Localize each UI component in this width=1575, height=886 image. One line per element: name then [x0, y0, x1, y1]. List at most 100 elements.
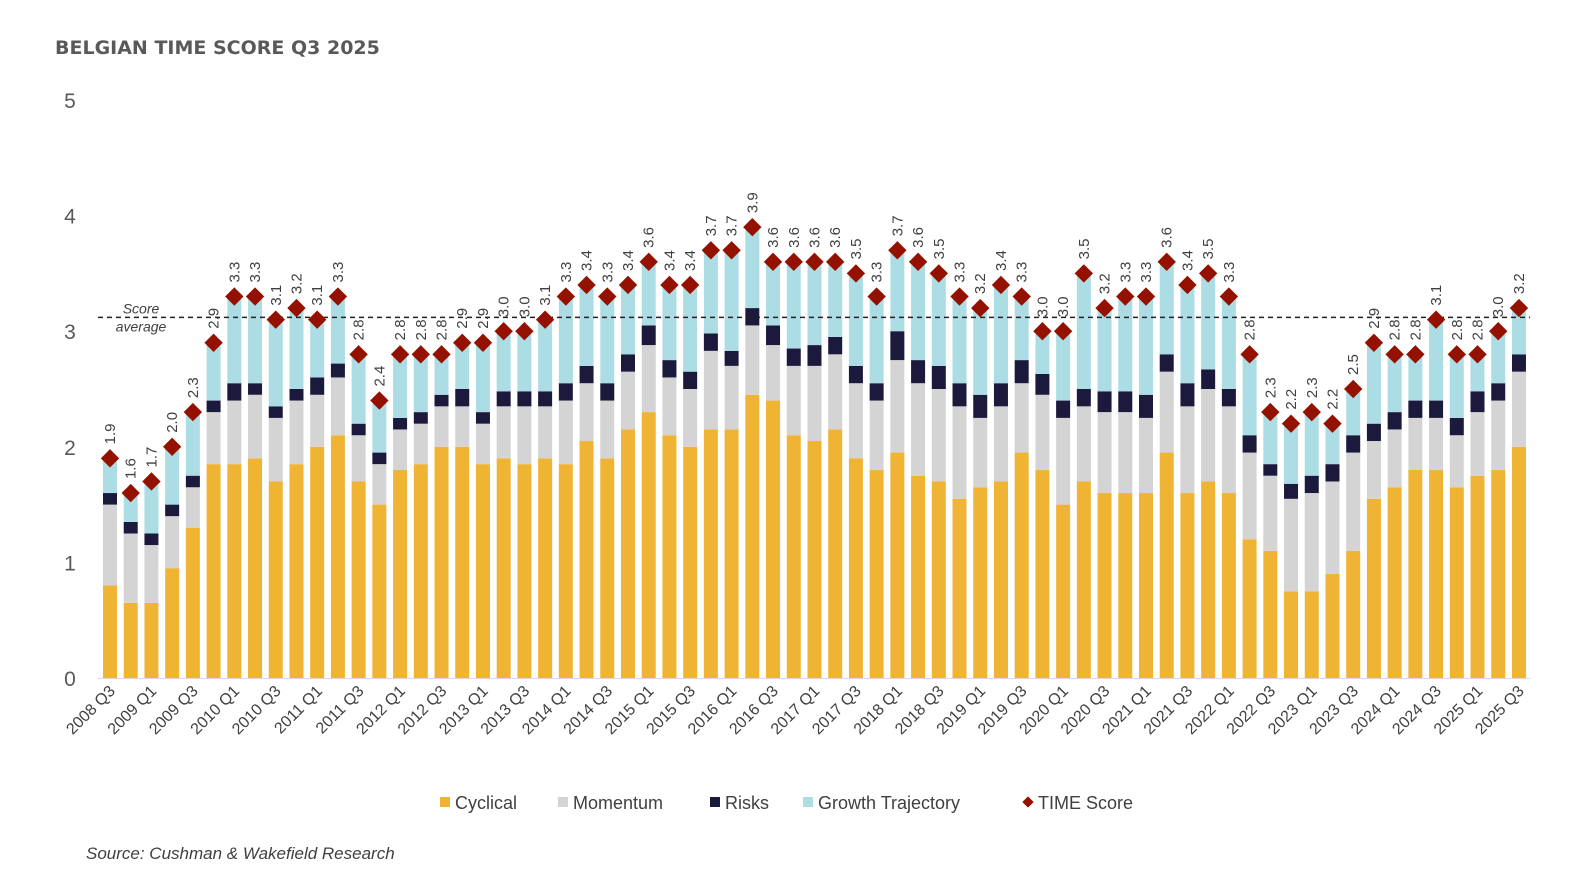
bar-segment-cyclical	[828, 429, 843, 678]
time-score-marker	[411, 345, 430, 364]
time-score-label: 2.3	[185, 377, 202, 398]
time-score-marker	[660, 275, 679, 295]
bar-segment-risks	[475, 412, 490, 424]
bar-segment-risks	[1470, 391, 1485, 413]
bar-segment-risks	[393, 417, 408, 430]
bars	[103, 227, 1526, 678]
bar-segment-cyclical	[1056, 504, 1071, 678]
time-score-label: 3.6	[1159, 227, 1176, 248]
bar-segment-growth-trajectory	[393, 354, 408, 418]
bar-segment-growth-trajectory	[1139, 296, 1153, 395]
bar-segment-momentum	[330, 377, 345, 436]
bar-segment-cyclical	[1325, 573, 1340, 678]
bar-segment-momentum	[268, 417, 283, 482]
bar-segment-cyclical	[475, 464, 490, 678]
bar-segment-cyclical	[123, 602, 138, 678]
bar-segment-risks	[372, 452, 387, 465]
bar-segment-momentum	[1159, 371, 1174, 453]
bar-segment-growth-trajectory	[496, 331, 511, 392]
bar-segment-momentum	[786, 365, 801, 436]
bar-segment-cyclical	[600, 458, 615, 678]
bar-segment-momentum	[745, 325, 760, 395]
time-score-label: 3.3	[1014, 262, 1031, 283]
time-score-marker	[971, 298, 990, 318]
bar-segment-risks	[579, 365, 594, 384]
time-score-label: 2.8	[434, 319, 451, 340]
bar-segment-growth-trajectory	[1201, 273, 1216, 370]
bar-segment-momentum	[952, 406, 967, 499]
bar-segment-risks	[683, 371, 698, 389]
time-score-label: 2.2	[1324, 389, 1341, 410]
bar-segment-risks	[662, 360, 677, 378]
bar-segment-risks	[1491, 383, 1506, 401]
time-score-label: 2.8	[413, 319, 430, 340]
bar-segment-momentum	[724, 365, 739, 430]
bar-segment-momentum	[496, 406, 511, 459]
time-score-marker	[1136, 287, 1156, 306]
bar-segment-momentum	[973, 417, 988, 488]
bar-segment-risks	[496, 391, 511, 407]
legend-marker-diamond	[1022, 796, 1034, 808]
bar-segment-risks	[973, 394, 988, 418]
legend-label: Cyclical	[455, 793, 517, 813]
bar-segment-cyclical	[1491, 469, 1506, 678]
bar-segment-risks	[434, 394, 449, 407]
bar-segment-risks	[1511, 354, 1526, 372]
time-score-marker	[929, 264, 948, 283]
bar-segment-momentum	[993, 406, 1008, 482]
bar-segment-growth-trajectory	[1511, 308, 1526, 355]
legend-label: Momentum	[573, 793, 663, 813]
legend-swatch	[440, 797, 450, 807]
bar-segment-growth-trajectory	[621, 284, 635, 355]
bar-segment-momentum	[807, 365, 822, 442]
time-score-marker	[349, 345, 368, 364]
y-tick-label: 4	[64, 206, 76, 229]
bar-segment-risks	[703, 333, 718, 351]
bar-segment-cyclical	[1221, 493, 1236, 678]
bar-segment-risks	[952, 383, 967, 407]
time-score-label: 3.4	[682, 250, 699, 271]
bar-segment-cyclical	[1180, 493, 1195, 678]
time-score-label: 2.4	[371, 366, 388, 387]
bar-segment-momentum	[1056, 417, 1071, 505]
time-score-marker	[1240, 345, 1259, 364]
bar-segment-growth-trajectory	[1263, 412, 1278, 465]
bar-segment-risks	[1304, 475, 1319, 494]
time-score-label: 2.8	[1470, 319, 1487, 340]
time-score-label: 3.5	[931, 239, 948, 260]
bar-segment-risks	[641, 325, 656, 346]
bar-segment-cyclical	[351, 481, 366, 678]
bar-segment-cyclical	[931, 481, 946, 678]
time-score-marker	[121, 483, 140, 503]
bar-segment-growth-trajectory	[144, 481, 159, 534]
time-score-marker	[680, 275, 700, 295]
time-score-label: 3.7	[724, 215, 741, 236]
bar-segment-risks	[289, 389, 304, 401]
time-score-label: 3.2	[1097, 273, 1114, 294]
bar-segment-cyclical	[372, 504, 387, 678]
bar-segment-growth-trajectory	[413, 354, 428, 413]
time-score-marker	[556, 287, 576, 306]
time-score-label: 3.9	[744, 192, 761, 213]
bar-segment-momentum	[1035, 394, 1050, 470]
bar-segment-risks	[1014, 360, 1029, 384]
time-score-marker	[183, 402, 203, 422]
time-score-label: 3.3	[869, 262, 886, 283]
bar-segment-risks	[351, 423, 366, 436]
time-score-marker	[390, 345, 410, 364]
bar-segment-momentum	[911, 383, 926, 476]
bar-segment-momentum	[828, 354, 843, 430]
bar-segment-cyclical	[662, 435, 677, 678]
bar-segment-cyclical	[579, 441, 594, 678]
bar-segment-cyclical	[393, 469, 408, 678]
time-score-marker	[370, 391, 389, 410]
bar-segment-cyclical	[683, 446, 698, 678]
bar-segment-cyclical	[890, 452, 905, 678]
y-tick-label: 0	[64, 668, 76, 691]
bar-segment-growth-trajectory	[185, 412, 200, 476]
time-score-label: 3.0	[1490, 296, 1507, 317]
bar-segment-growth-trajectory	[766, 261, 781, 326]
bar-segment-cyclical	[1304, 591, 1319, 678]
bar-segment-momentum	[372, 464, 387, 505]
